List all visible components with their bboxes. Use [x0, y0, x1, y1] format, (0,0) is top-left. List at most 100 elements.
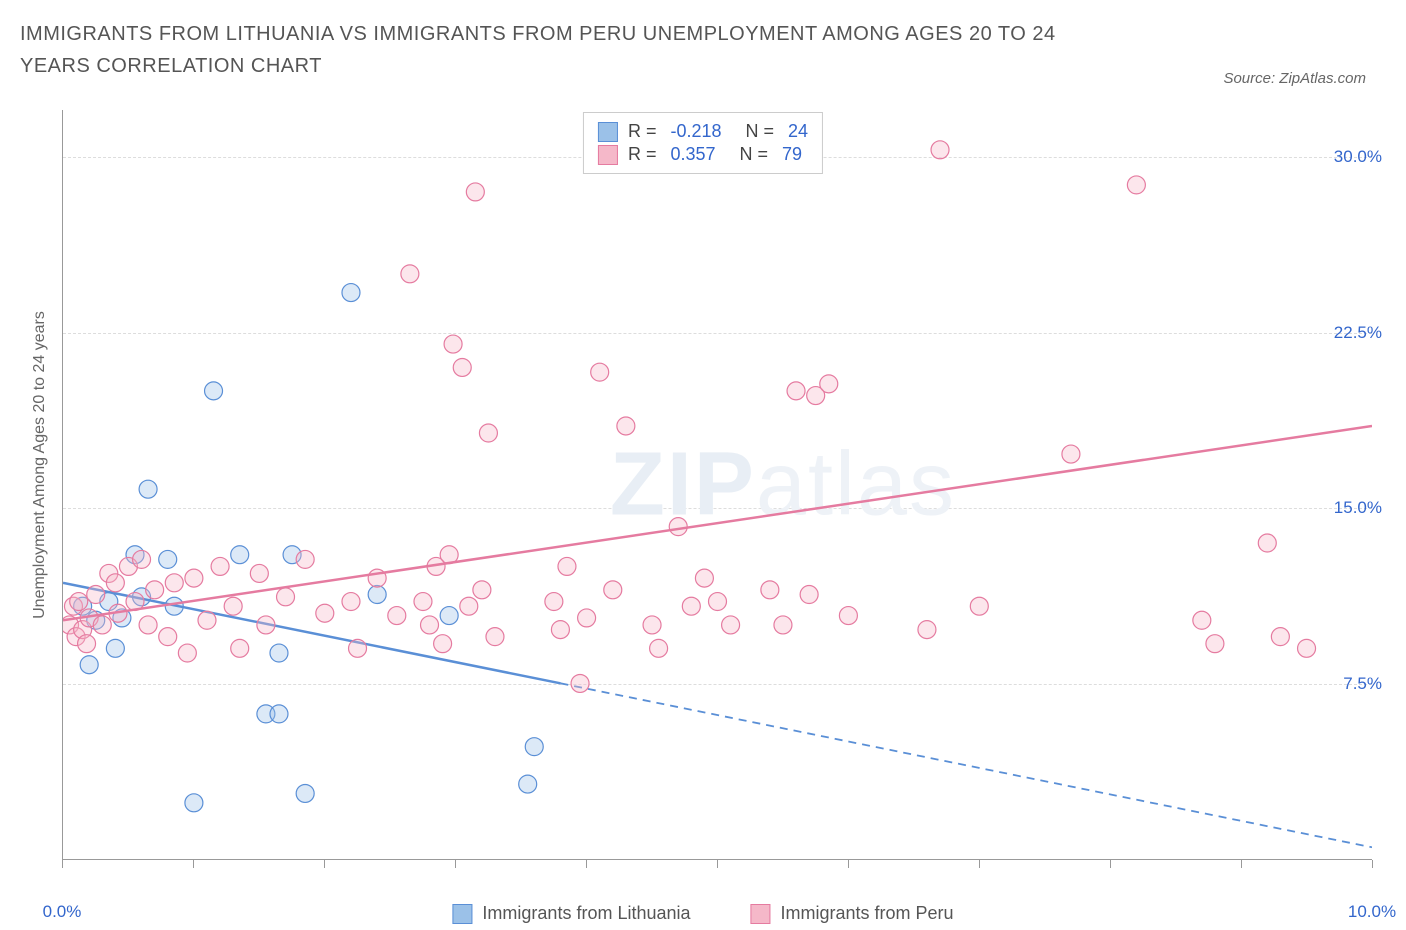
- r-value: -0.218: [670, 121, 721, 142]
- data-point: [617, 417, 635, 435]
- x-tick-label: 0.0%: [43, 902, 82, 922]
- data-point: [970, 597, 988, 615]
- data-point: [93, 616, 111, 634]
- data-point: [453, 358, 471, 376]
- data-point: [257, 616, 275, 634]
- data-point: [918, 621, 936, 639]
- x-tick-mark: [455, 860, 456, 868]
- data-point: [604, 581, 622, 599]
- data-point: [551, 621, 569, 639]
- data-point: [440, 607, 458, 625]
- data-point: [250, 564, 268, 582]
- chart-title: IMMIGRANTS FROM LITHUANIA VS IMMIGRANTS …: [20, 18, 1120, 82]
- data-point: [709, 593, 727, 611]
- data-point: [165, 574, 183, 592]
- data-point: [774, 616, 792, 634]
- data-point: [231, 639, 249, 657]
- data-point: [473, 581, 491, 599]
- data-point: [185, 794, 203, 812]
- n-value: 79: [782, 144, 802, 165]
- data-point: [1271, 628, 1289, 646]
- data-point: [388, 607, 406, 625]
- data-point: [198, 611, 216, 629]
- r-label: R =: [628, 144, 657, 165]
- data-point: [159, 628, 177, 646]
- data-point: [106, 639, 124, 657]
- data-point: [224, 597, 242, 615]
- legend-swatch: [598, 122, 618, 142]
- data-point: [80, 656, 98, 674]
- legend-swatch: [598, 145, 618, 165]
- data-point: [545, 593, 563, 611]
- data-point: [558, 557, 576, 575]
- data-point: [931, 141, 949, 159]
- x-tick-label: 10.0%: [1348, 902, 1396, 922]
- data-point: [800, 586, 818, 604]
- data-point: [342, 284, 360, 302]
- data-point: [591, 363, 609, 381]
- data-point: [205, 382, 223, 400]
- data-point: [466, 183, 484, 201]
- legend-row: R = -0.218 N = 24: [598, 121, 808, 142]
- x-tick-mark: [1372, 860, 1373, 868]
- data-point: [525, 738, 543, 756]
- data-point: [682, 597, 700, 615]
- legend-label: Immigrants from Lithuania: [482, 903, 690, 924]
- data-point: [277, 588, 295, 606]
- data-point: [695, 569, 713, 587]
- legend-item: Immigrants from Lithuania: [452, 903, 690, 924]
- r-value: 0.357: [670, 144, 715, 165]
- data-point: [401, 265, 419, 283]
- source-attribution: Source: ZipAtlas.com: [1223, 70, 1366, 87]
- data-point: [349, 639, 367, 657]
- data-point: [479, 424, 497, 442]
- data-point: [486, 628, 504, 646]
- scatter-plot-svg: [63, 110, 1372, 859]
- data-point: [434, 635, 452, 653]
- trend-line-solid: [63, 426, 1372, 620]
- data-point: [1193, 611, 1211, 629]
- data-point: [820, 375, 838, 393]
- x-tick-mark: [717, 860, 718, 868]
- data-point: [1298, 639, 1316, 657]
- data-point: [342, 593, 360, 611]
- data-point: [643, 616, 661, 634]
- x-tick-mark: [979, 860, 980, 868]
- trend-line-dashed: [560, 683, 1372, 847]
- data-point: [231, 546, 249, 564]
- legend-item: Immigrants from Peru: [751, 903, 954, 924]
- n-label: N =: [740, 144, 769, 165]
- x-tick-mark: [324, 860, 325, 868]
- x-tick-mark: [1110, 860, 1111, 868]
- data-point: [296, 784, 314, 802]
- data-point: [421, 616, 439, 634]
- x-tick-mark: [193, 860, 194, 868]
- x-tick-mark: [1241, 860, 1242, 868]
- r-label: R =: [628, 121, 657, 142]
- data-point: [787, 382, 805, 400]
- data-point: [650, 639, 668, 657]
- data-point: [106, 574, 124, 592]
- data-point: [368, 586, 386, 604]
- data-point: [1127, 176, 1145, 194]
- data-point: [159, 550, 177, 568]
- y-axis-label: Unemployment Among Ages 20 to 24 years: [31, 311, 49, 619]
- data-point: [133, 550, 151, 568]
- data-point: [839, 607, 857, 625]
- data-point: [146, 581, 164, 599]
- data-point: [139, 480, 157, 498]
- x-tick-mark: [586, 860, 587, 868]
- data-point: [270, 705, 288, 723]
- data-point: [1258, 534, 1276, 552]
- series-legend: Immigrants from Lithuania Immigrants from…: [452, 903, 953, 924]
- data-point: [185, 569, 203, 587]
- data-point: [70, 593, 88, 611]
- data-point: [414, 593, 432, 611]
- data-point: [578, 609, 596, 627]
- data-point: [316, 604, 334, 622]
- n-label: N =: [746, 121, 775, 142]
- data-point: [519, 775, 537, 793]
- n-value: 24: [788, 121, 808, 142]
- data-point: [444, 335, 462, 353]
- data-point: [460, 597, 478, 615]
